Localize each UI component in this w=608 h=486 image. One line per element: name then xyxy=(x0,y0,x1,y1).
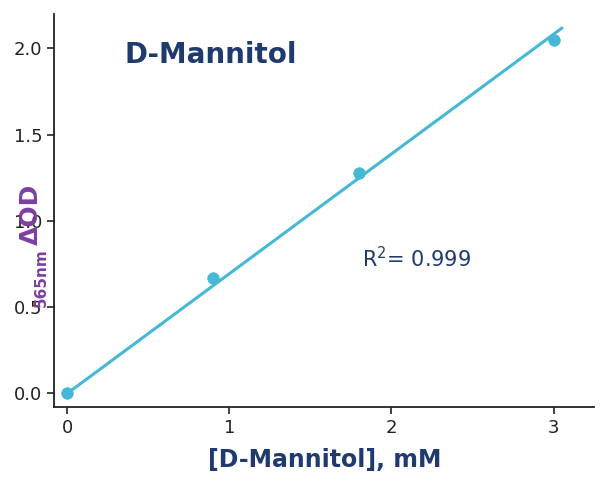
Point xyxy=(209,274,218,282)
Point xyxy=(63,389,72,397)
Text: ΔOD: ΔOD xyxy=(18,184,43,245)
Point xyxy=(354,169,364,176)
Text: R$^{2}$= 0.999: R$^{2}$= 0.999 xyxy=(362,246,471,272)
X-axis label: [D-Mannitol], mM: [D-Mannitol], mM xyxy=(207,448,441,472)
Point xyxy=(549,36,559,44)
Text: 565nm: 565nm xyxy=(34,248,49,307)
Text: D-Mannitol: D-Mannitol xyxy=(125,41,297,69)
